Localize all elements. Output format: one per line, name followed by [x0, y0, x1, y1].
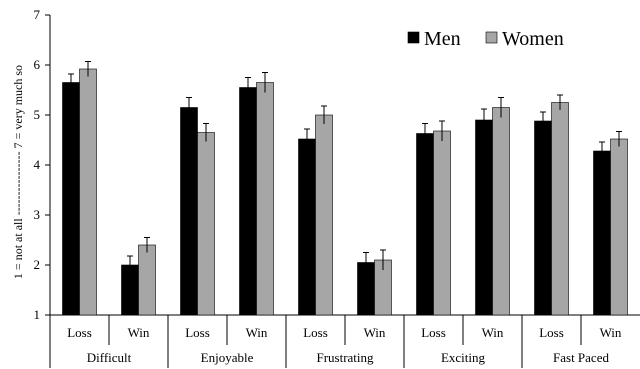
bar-women [197, 132, 215, 316]
bar-women [551, 102, 569, 316]
bar-men [180, 107, 198, 316]
x-tick-label: Loss [421, 325, 446, 340]
x-tick-label: Win [246, 325, 268, 340]
x-tick-label: Win [600, 325, 622, 340]
legend-swatch-women [485, 31, 498, 44]
y-tick-label: 3 [34, 207, 41, 222]
x-axis: Loss Win Loss Win Loss Win Loss Win Loss Win Diffi… [49, 314, 640, 368]
group-label: Exciting [441, 350, 486, 365]
legend-label-men: Men [424, 28, 461, 50]
y-tick-label: 4 [34, 157, 41, 172]
bars [62, 61, 628, 316]
x-tick-label: Win [364, 325, 386, 340]
bar-men [298, 138, 316, 316]
x-tick-label: Loss [67, 325, 92, 340]
group-label: Frustrating [316, 350, 374, 365]
bar-men [239, 87, 257, 316]
bar-men [593, 150, 611, 316]
y-tick-label: 6 [34, 57, 41, 72]
y-tick-label: 5 [34, 107, 41, 122]
bar-men [416, 133, 434, 316]
y-axis: 1 2 3 4 5 6 7 [34, 7, 51, 322]
y-axis-label: 1 = not at all ---------------- 7 = very… [11, 65, 25, 279]
group-label: Fast Paced [553, 350, 609, 365]
bar-women [610, 138, 628, 316]
bar-men [475, 119, 493, 316]
x-tick-label: Loss [185, 325, 210, 340]
y-tick-label: 7 [34, 7, 41, 22]
legend-swatch-men [407, 31, 420, 44]
x-tick-label: Win [128, 325, 150, 340]
bar-women [492, 107, 510, 316]
y-tick-label: 1 [34, 307, 41, 322]
bar-men [62, 82, 80, 316]
group-label: Enjoyable [201, 350, 254, 365]
x-tick-label: Loss [539, 325, 564, 340]
legend: Men Women [407, 28, 564, 50]
legend-label-women: Women [502, 28, 564, 50]
x-tick-label: Loss [303, 325, 328, 340]
y-tick-label: 2 [34, 257, 41, 272]
bar-women [433, 130, 451, 316]
group-label: Difficult [87, 350, 132, 365]
bar-women [138, 244, 156, 316]
bar-women [79, 68, 97, 316]
x-tick-label: Win [482, 325, 504, 340]
bar-women [315, 114, 333, 316]
bar-men [534, 120, 552, 316]
bar-women [256, 82, 274, 316]
